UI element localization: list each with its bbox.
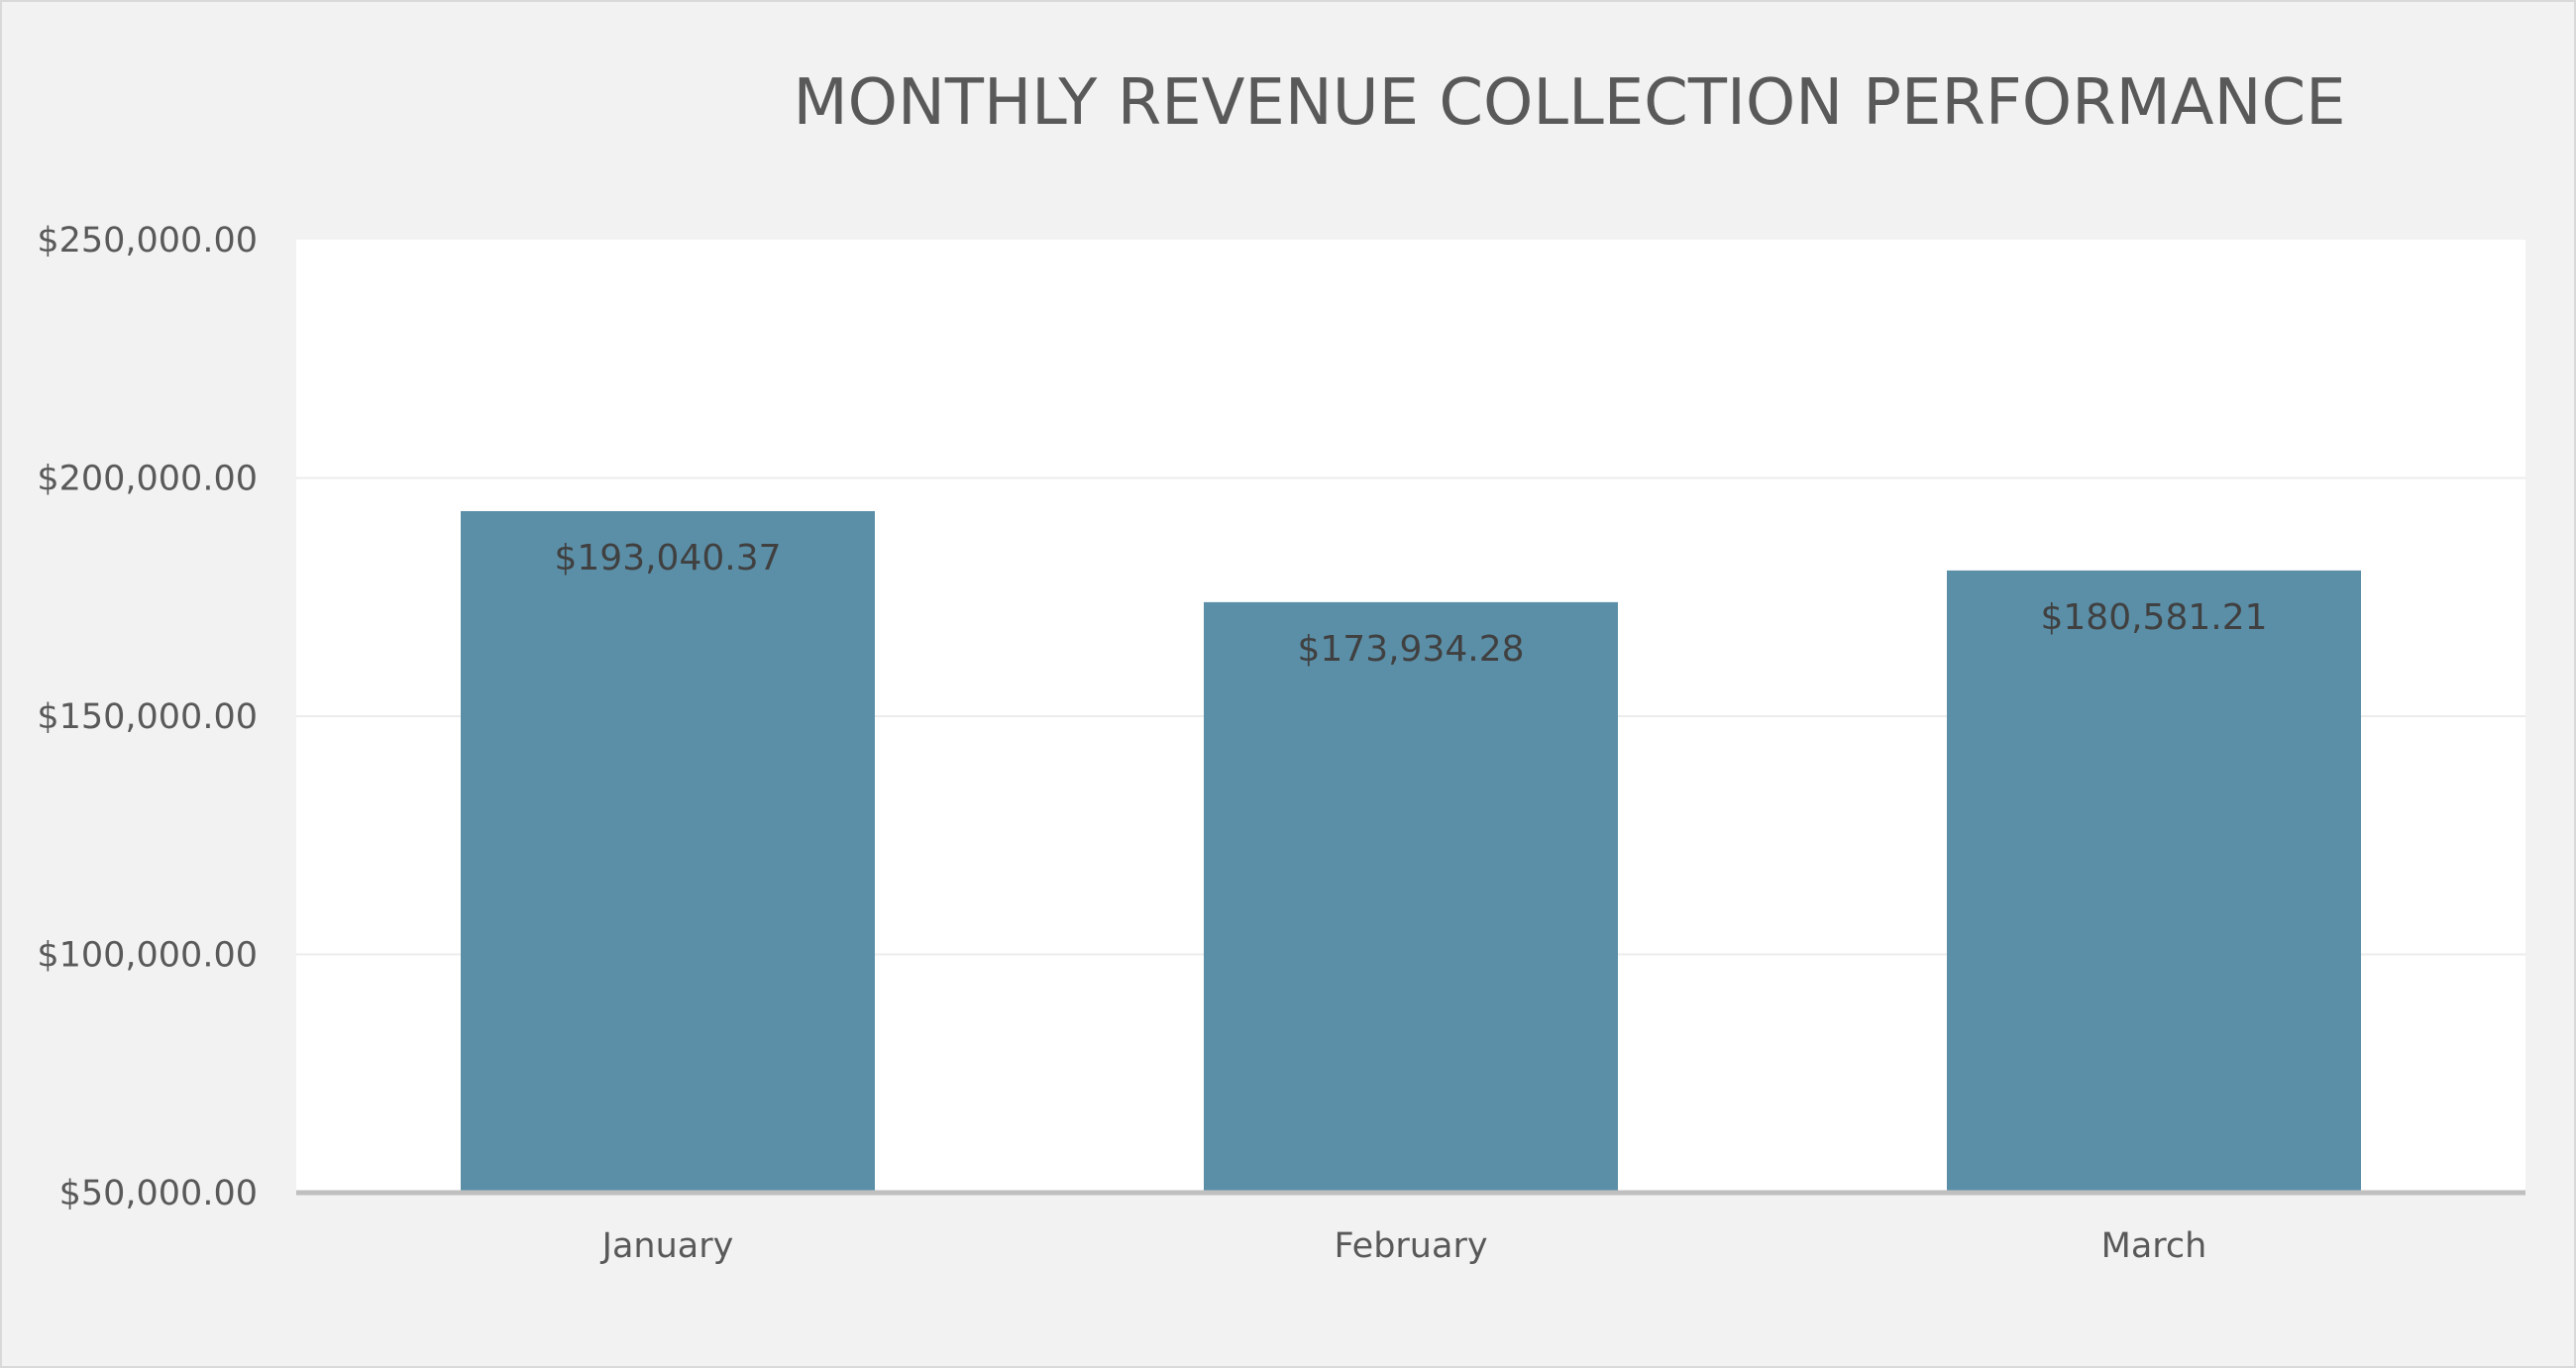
y-tick-label: $50,000.00 xyxy=(59,1174,258,1213)
x-axis-tick-labels: January February March xyxy=(600,1226,2207,1266)
bar-february xyxy=(1204,601,1618,1193)
x-tick-label: January xyxy=(600,1226,734,1266)
chart-title: MONTHLY REVENUE COLLECTION PERFORMANCE xyxy=(793,66,2345,140)
y-axis-tick-labels: $50,000.00 $100,000.00 $150,000.00 $200,000… xyxy=(37,221,258,1213)
data-labels: $193,040.37 $173,934.28 $180,581.21 xyxy=(554,538,2267,670)
x-tick-label: March xyxy=(2101,1226,2207,1266)
y-tick-label: $150,000.00 xyxy=(37,697,258,737)
data-label: $193,040.37 xyxy=(554,538,781,579)
bar-january xyxy=(461,510,875,1193)
x-tick-label: February xyxy=(1334,1226,1487,1266)
y-tick-label: $100,000.00 xyxy=(37,936,258,976)
bar-march xyxy=(1947,570,2361,1193)
data-label: $180,581.21 xyxy=(2040,597,2267,638)
data-label: $173,934.28 xyxy=(1297,629,1524,670)
bars xyxy=(461,510,2361,1193)
y-tick-label: $200,000.00 xyxy=(37,460,258,499)
y-tick-label: $250,000.00 xyxy=(37,221,258,261)
